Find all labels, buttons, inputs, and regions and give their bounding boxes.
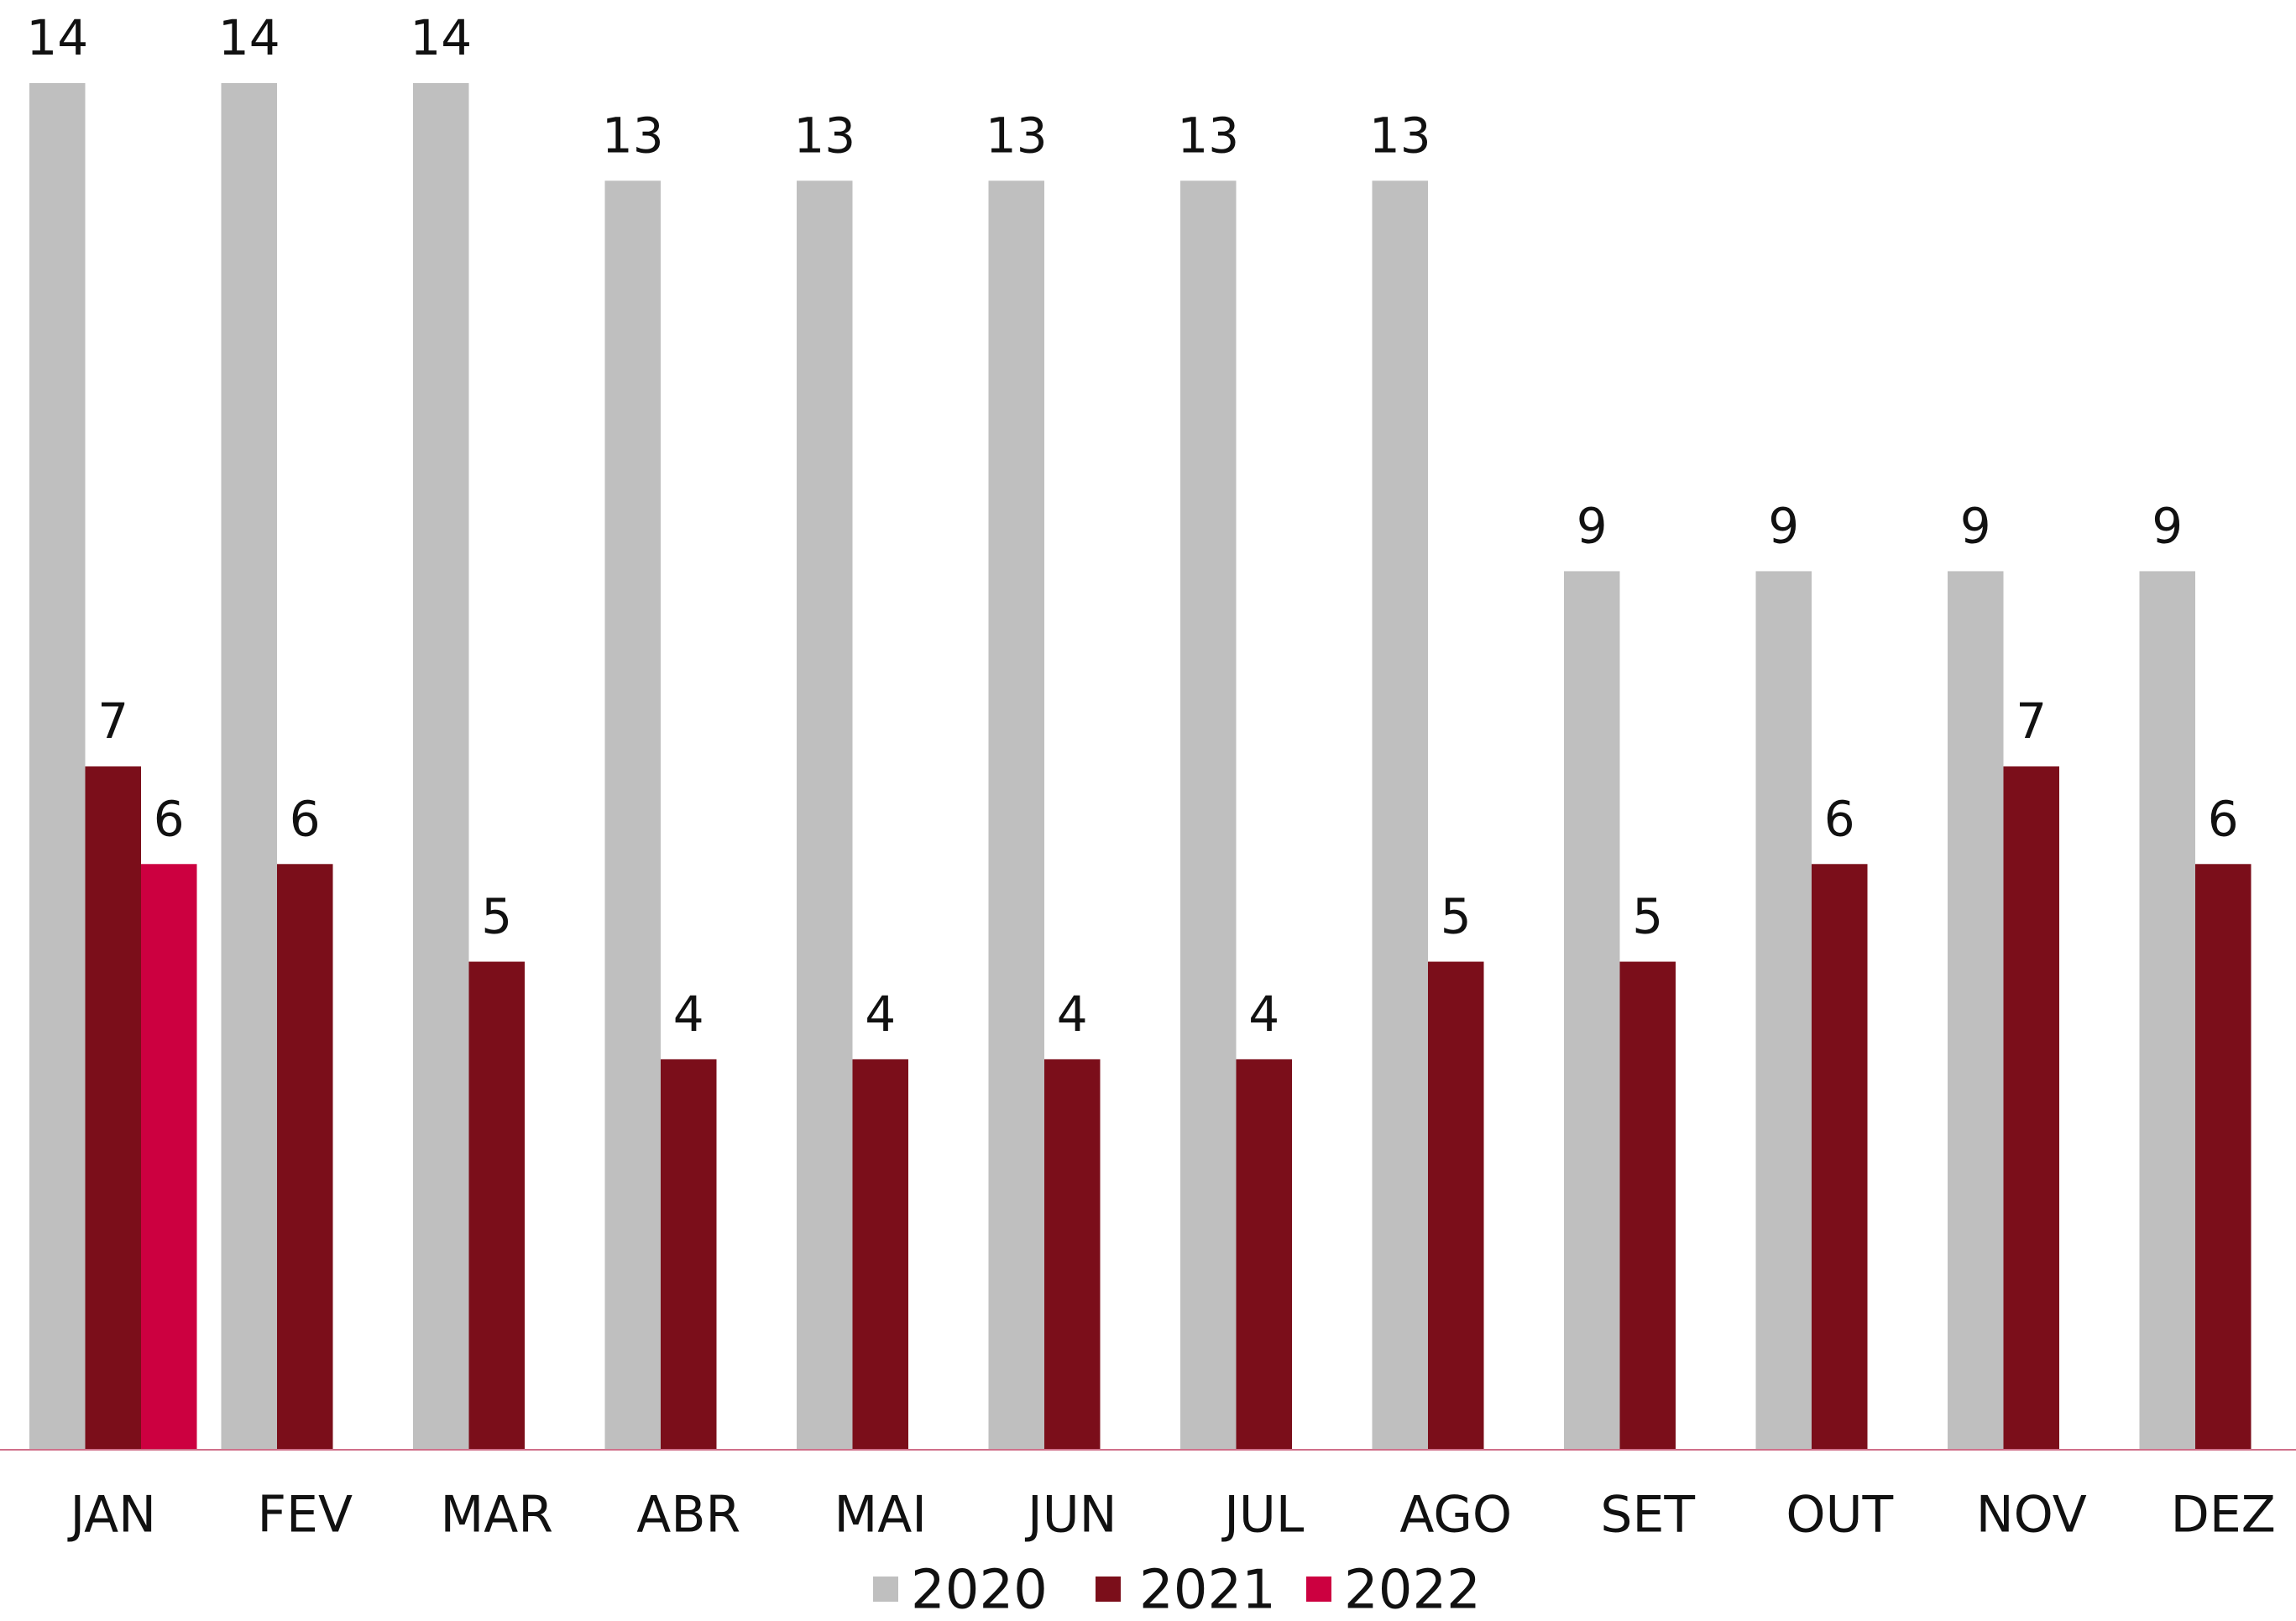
data-label: 6 xyxy=(1824,790,1855,847)
data-label: 9 xyxy=(1960,498,1991,555)
bar xyxy=(1236,1059,1292,1450)
x-tick-label: ABR xyxy=(636,1486,740,1545)
bar xyxy=(852,1059,908,1450)
x-tick-label: MAI xyxy=(834,1486,927,1545)
bar xyxy=(2139,571,2195,1450)
data-label: 13 xyxy=(602,107,664,164)
data-label: 13 xyxy=(1369,107,1431,164)
data-label: 9 xyxy=(1768,498,1799,555)
bar xyxy=(277,864,333,1450)
x-tick-label: JAN xyxy=(66,1486,156,1545)
bar xyxy=(1755,571,1812,1450)
bar xyxy=(661,1059,717,1450)
data-label: 4 xyxy=(673,986,704,1043)
bar xyxy=(221,83,277,1450)
data-label: 13 xyxy=(1177,107,1239,164)
data-label: 6 xyxy=(2208,790,2239,847)
data-label: 14 xyxy=(410,9,472,66)
x-tick-label: JUL xyxy=(1221,1486,1305,1545)
data-label: 14 xyxy=(218,9,280,66)
bar xyxy=(1564,571,1620,1450)
data-label: 9 xyxy=(2152,498,2183,555)
data-label: 5 xyxy=(1441,888,1472,945)
bar xyxy=(1812,864,1868,1450)
legend-swatch xyxy=(1306,1577,1331,1602)
bar xyxy=(1428,961,1484,1450)
bar xyxy=(1372,180,1428,1450)
bar xyxy=(29,83,86,1450)
data-label: 9 xyxy=(1577,498,1608,555)
data-label: 6 xyxy=(154,790,185,847)
bar xyxy=(85,766,141,1450)
x-tick-label: DEZ xyxy=(2171,1486,2276,1545)
data-label: 5 xyxy=(1632,888,1663,945)
x-tick-label: FEV xyxy=(258,1486,353,1545)
legend-swatch xyxy=(1096,1577,1121,1602)
bar xyxy=(797,180,853,1450)
data-label: 13 xyxy=(793,107,855,164)
legend-swatch xyxy=(873,1577,898,1602)
bar xyxy=(141,864,197,1450)
x-tick-label: MAR xyxy=(440,1486,553,1545)
x-tick-label: OUT xyxy=(1786,1486,1893,1545)
data-label: 7 xyxy=(2016,693,2047,750)
data-label: 6 xyxy=(290,790,321,847)
bar xyxy=(1619,961,1676,1450)
bar xyxy=(468,961,525,1450)
legend-label: 2022 xyxy=(1344,1560,1481,1621)
bar xyxy=(2003,766,2059,1450)
bar xyxy=(1180,180,1237,1450)
data-label: 13 xyxy=(986,107,1048,164)
bar xyxy=(604,180,661,1450)
data-label: 5 xyxy=(481,888,512,945)
legend-label: 2021 xyxy=(1139,1560,1276,1621)
bar xyxy=(1948,571,2004,1450)
data-label: 14 xyxy=(26,9,88,66)
bar xyxy=(413,83,469,1450)
bar xyxy=(2195,864,2252,1450)
data-label: 4 xyxy=(865,986,896,1043)
data-label: 4 xyxy=(1057,986,1088,1043)
data-label: 7 xyxy=(97,693,128,750)
x-tick-label: NOV xyxy=(1976,1486,2087,1545)
x-tick-label: JUN xyxy=(1024,1486,1117,1545)
bar xyxy=(988,180,1044,1450)
legend-label: 2020 xyxy=(911,1560,1048,1621)
x-tick-label: SET xyxy=(1600,1486,1695,1545)
bar xyxy=(1044,1059,1101,1450)
data-label: 4 xyxy=(1248,986,1279,1043)
x-tick-label: AGO xyxy=(1399,1486,1512,1545)
